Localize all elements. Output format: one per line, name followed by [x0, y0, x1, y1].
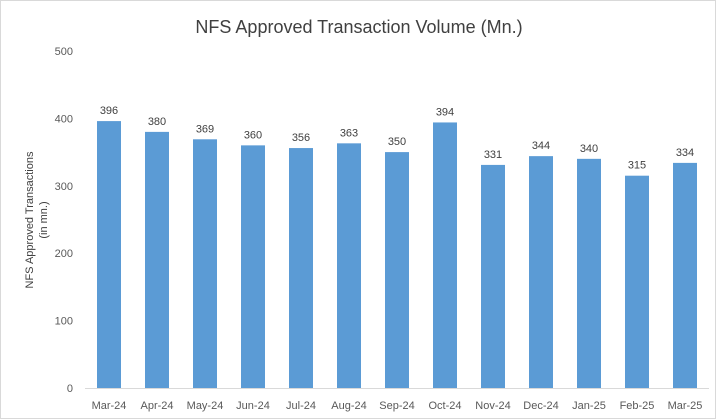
data-labels: 396 380 369 360 356 363 350 394 331 344 340 315 334 [100, 105, 694, 172]
x-tick-label: Jan-25 [572, 400, 606, 412]
bar [529, 156, 553, 388]
y-tick-label: 300 [55, 181, 73, 193]
y-tick-label: 400 [55, 113, 73, 125]
x-tick-label: Dec-24 [523, 400, 558, 412]
x-tick-label: Sep-24 [379, 400, 414, 412]
data-label: 331 [484, 149, 502, 161]
x-tick-label: Jun-24 [236, 400, 270, 412]
x-tick-label: Mar-24 [92, 400, 127, 412]
y-tick-label: 200 [55, 248, 73, 260]
y-tick-label: 500 [55, 46, 73, 58]
y-axis-label-line1: NFS Approved Transactions [24, 151, 36, 288]
bar [433, 122, 457, 388]
y-tick-label: 100 [55, 316, 73, 328]
x-tick-label: Nov-24 [475, 400, 510, 412]
data-label: 315 [628, 160, 646, 172]
data-label: 394 [436, 106, 454, 118]
x-axis-ticks: Mar-24 Apr-24 May-24 Jun-24 Jul-24 Aug-24 Sep-… [92, 400, 703, 412]
data-label: 363 [340, 127, 358, 139]
bar [145, 131, 169, 388]
bar [337, 143, 361, 388]
data-label: 369 [196, 123, 214, 135]
data-label: 356 [292, 132, 310, 144]
x-tick-label: May-24 [187, 400, 224, 412]
y-tick-label: 0 [67, 383, 73, 395]
y-axis-ticks: 0 100 200 300 400 500 [55, 46, 73, 395]
chart-title: NFS Approved Transaction Volume (Mn.) [195, 17, 522, 37]
bar [97, 121, 121, 388]
bar [673, 162, 697, 388]
bar [481, 164, 505, 388]
x-tick-label: Apr-24 [140, 400, 173, 412]
x-tick-label: Jul-24 [286, 400, 316, 412]
bar [625, 175, 649, 388]
bar [241, 145, 265, 388]
data-label: 380 [148, 116, 166, 128]
data-label: 344 [532, 140, 550, 152]
x-tick-label: Feb-25 [620, 400, 655, 412]
y-axis-label-line2: (in mn.) [38, 201, 50, 238]
x-tick-label: Mar-25 [668, 400, 703, 412]
x-tick-label: Aug-24 [331, 400, 366, 412]
bar [577, 158, 601, 388]
bar [193, 139, 217, 388]
data-label: 396 [100, 105, 118, 117]
x-tick-label: Oct-24 [428, 400, 461, 412]
bars [97, 121, 697, 388]
data-label: 334 [676, 147, 694, 159]
y-axis-label: NFS Approved Transactions (in mn.) [24, 151, 50, 288]
bar [289, 148, 313, 388]
data-label: 350 [388, 136, 406, 148]
data-label: 340 [580, 143, 598, 155]
data-label: 360 [244, 129, 262, 141]
bar [385, 152, 409, 388]
